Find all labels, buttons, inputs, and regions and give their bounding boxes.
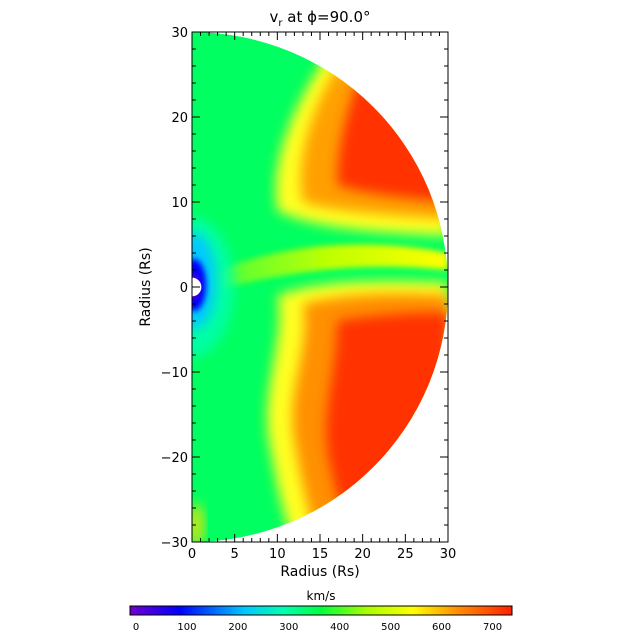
y-axis-label: Radius (Rs): [138, 247, 154, 326]
y-tick-label: 30: [171, 26, 188, 41]
colorbar-tick-label: 200: [228, 622, 247, 633]
fast-wind-lower-red: [326, 312, 448, 542]
x-tick-label: 25: [397, 547, 414, 562]
colorbar-tick-label: 100: [177, 622, 196, 633]
slow-wind-band: [209, 244, 448, 292]
y-tick-label: −20: [161, 451, 188, 466]
chart-title: vr at ϕ=90.0°: [270, 8, 371, 29]
y-tick-label: 20: [171, 111, 188, 126]
x-axis-label: Radius (Rs): [280, 564, 359, 580]
colorbar-tick-label: 400: [330, 622, 349, 633]
x-tick-label: 5: [231, 547, 239, 562]
x-tick-label: 20: [354, 547, 371, 562]
colorbar-tick-label: 500: [381, 622, 400, 633]
x-tick-label: 15: [312, 547, 329, 562]
y-tick-label: −30: [161, 536, 188, 551]
colorbar: [129, 605, 513, 616]
colorbar-tick-label: 300: [279, 622, 298, 633]
x-tick-label: 0: [188, 547, 196, 562]
slow-core-glow: [192, 217, 234, 357]
colorbar-tick-label: 700: [483, 622, 502, 633]
axes: 0 5 10 15 20 25 30 30 20 10 0 −10 −20 −30: [161, 26, 457, 562]
y-tick-label: −10: [161, 366, 188, 381]
colorbar-ticks: 0 100 200 300 400 500 600 700: [133, 622, 502, 633]
colorbar-label: km/s: [307, 589, 336, 603]
colorbar-tick-label: 0: [133, 622, 139, 633]
y-tick-label: 0: [180, 281, 188, 296]
x-tick-label: 10: [269, 547, 286, 562]
fast-wind-upper-red: [337, 32, 448, 202]
x-tick-label: 30: [440, 547, 457, 562]
y-tick-label: 10: [171, 196, 188, 211]
colorbar-tick-label: 600: [432, 622, 451, 633]
